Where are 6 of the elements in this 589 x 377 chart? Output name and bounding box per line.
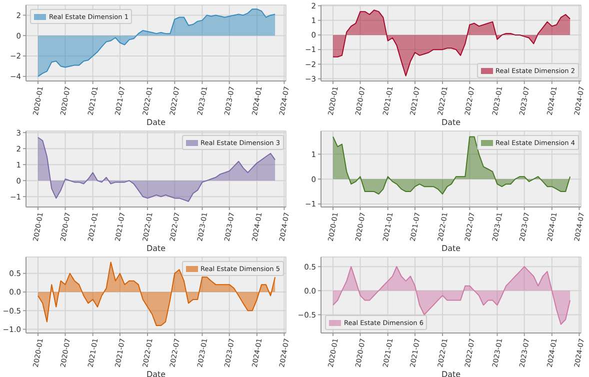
x-axis-title: Date [146,118,166,127]
x-axis-title: Date [441,118,461,127]
x-axis-title: Date [146,244,166,253]
x-axis-title: Date [441,244,461,253]
x-axis-title: Date [441,370,461,377]
x-axis-title: Date [146,370,166,377]
